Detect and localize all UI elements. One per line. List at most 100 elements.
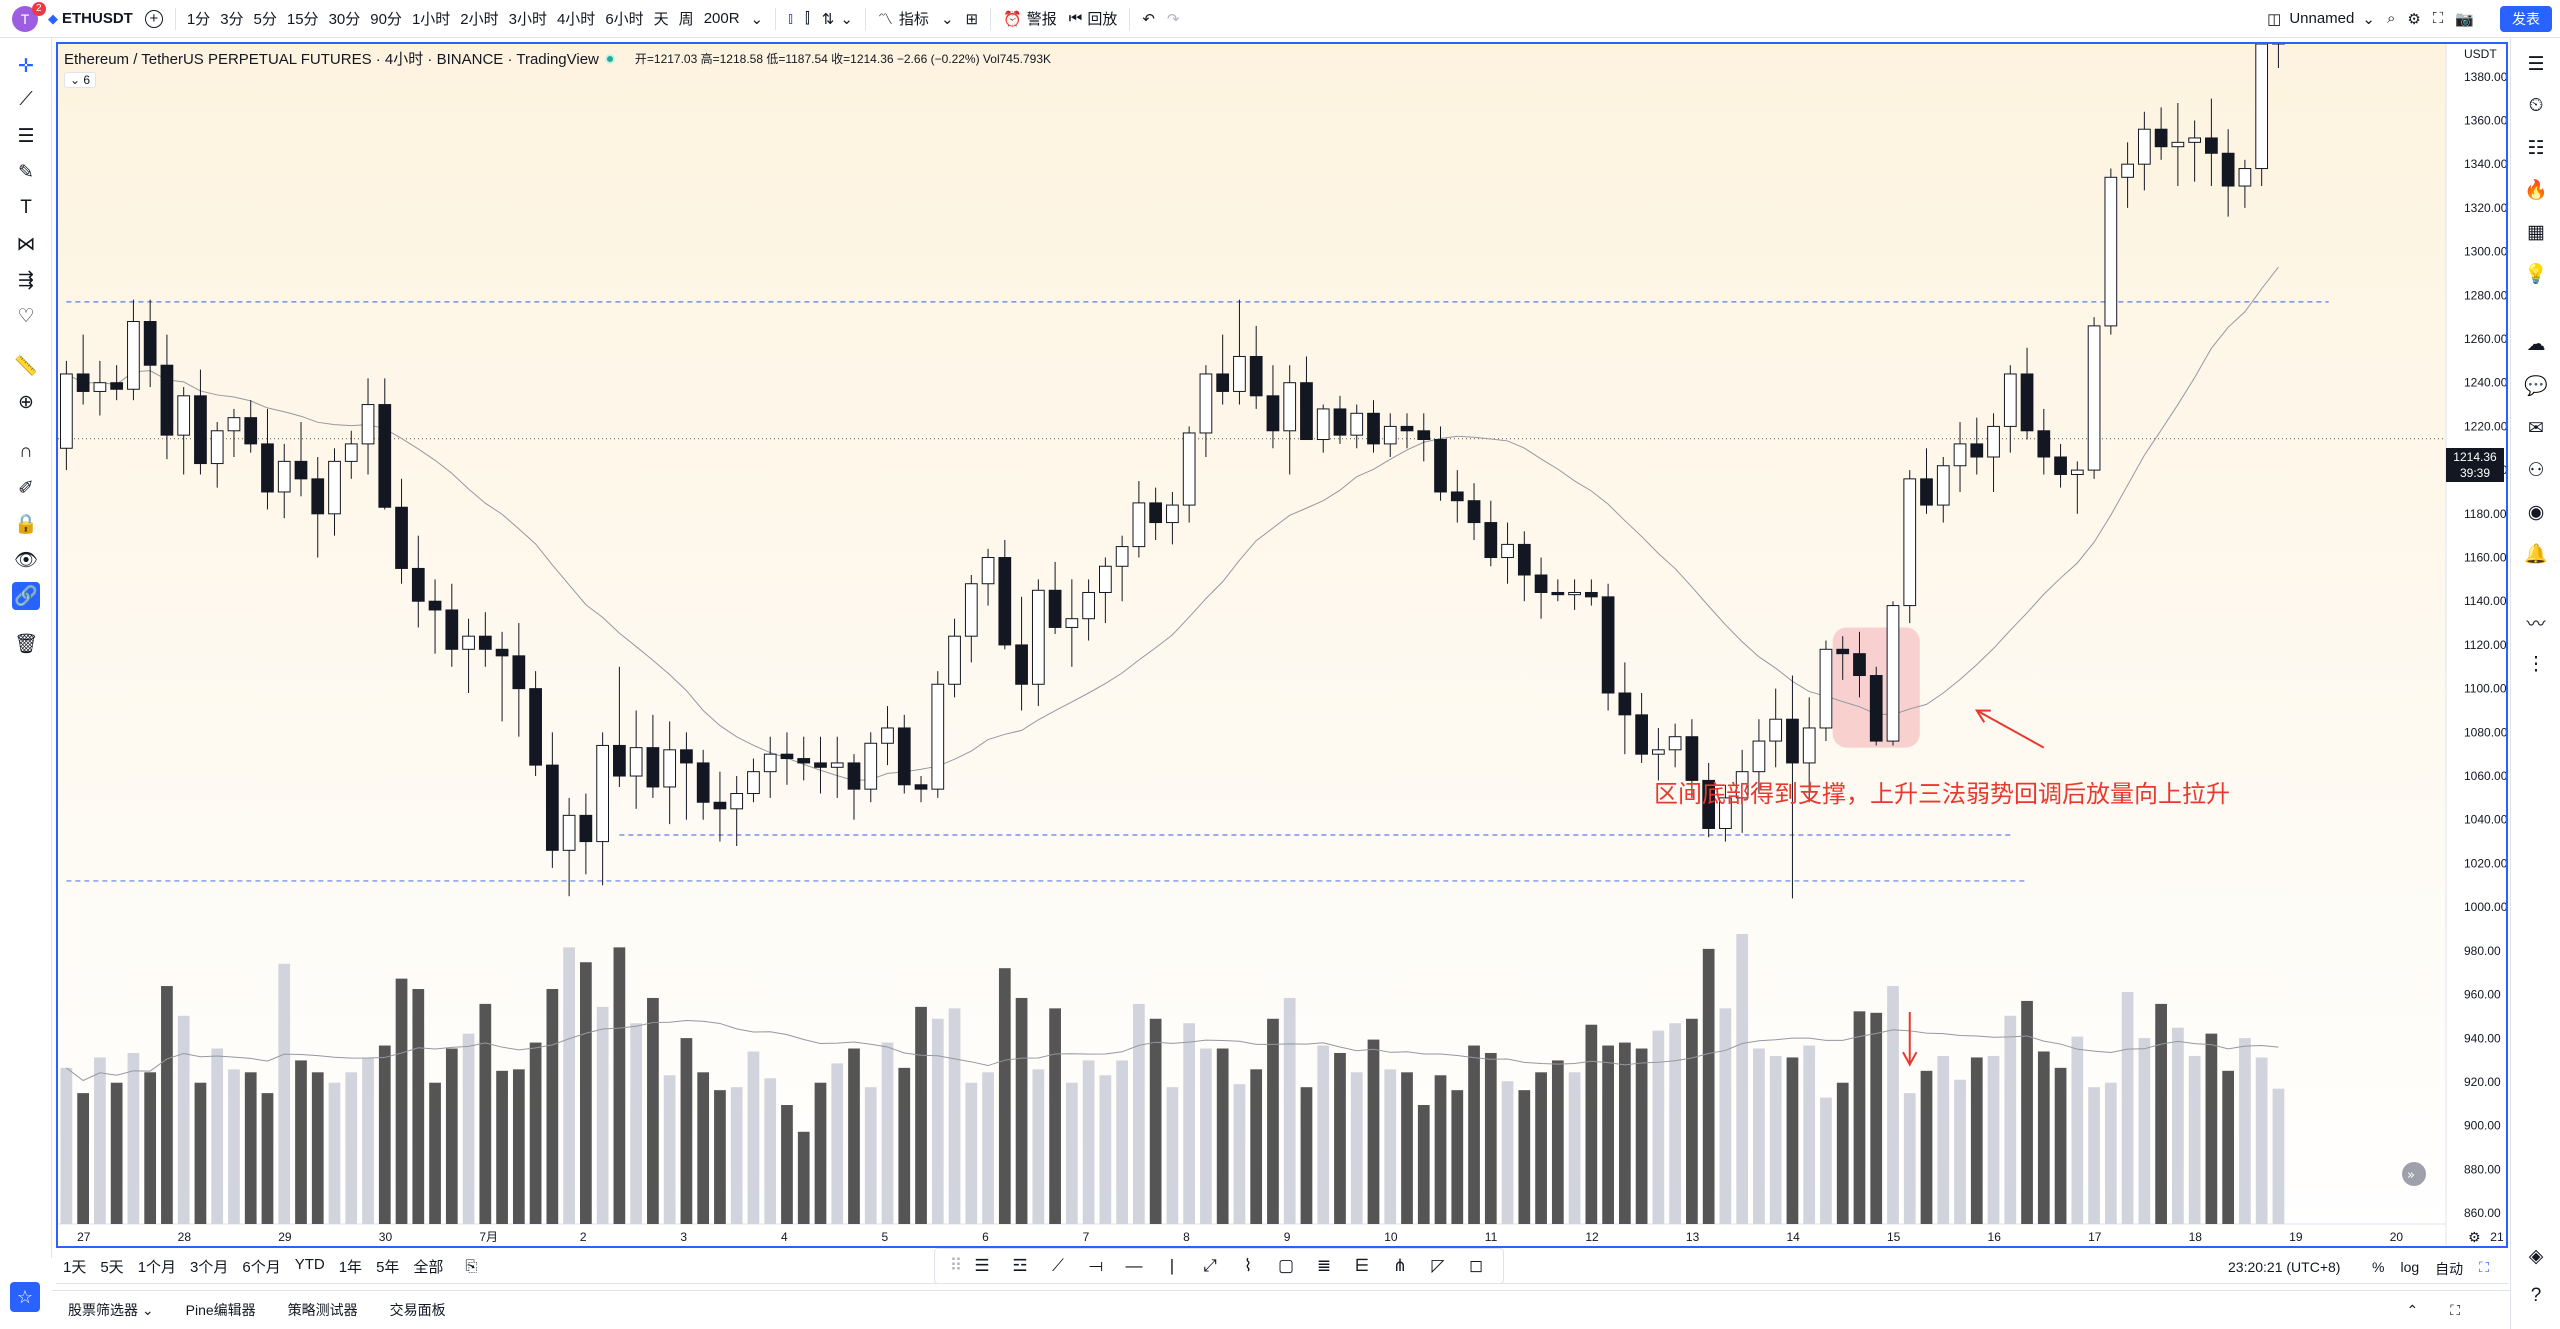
candle-type-button[interactable]: ⫾ <box>782 0 799 38</box>
avatar[interactable]: T 2 <box>0 0 46 38</box>
favorite-star-button[interactable]: ☆ <box>10 1282 40 1312</box>
heart-icon[interactable]: ♡ <box>17 305 35 327</box>
parallel-channel-icon[interactable]: ☰ <box>974 1256 990 1275</box>
fib-fan-icon[interactable]: ⋿ <box>1354 1256 1370 1275</box>
lock-icon[interactable]: 🔒 <box>14 514 38 535</box>
regression-icon[interactable]: ☲ <box>1012 1256 1028 1275</box>
fib-icon[interactable]: ☰ <box>17 125 35 147</box>
vertical-line-icon[interactable]: | <box>1169 1256 1175 1275</box>
layout-button[interactable]: ◫ Unnamed ⌄ <box>2261 0 2381 38</box>
trend-line-icon[interactable]: ⟋ <box>19 89 33 110</box>
timeframe-8[interactable]: 3小时 <box>508 11 547 28</box>
crosshair-icon[interactable]: ✛ <box>18 55 34 77</box>
range-2[interactable]: 1个月 <box>137 1259 177 1276</box>
panel-tab-screener[interactable]: 股票筛选器 ⌄ <box>68 1302 154 1318</box>
timeframe-2[interactable]: 5分 <box>253 11 277 28</box>
chart-canvas[interactable]: USDT 1380.00 1360.00 1340.00 1320.00 1300.00 1… <box>58 44 2508 1248</box>
forecast-icon[interactable]: ⇶ <box>18 269 34 291</box>
templates-button[interactable]: ⊞ <box>960 0 985 38</box>
chats-icon[interactable]: 💬 <box>2524 376 2548 397</box>
pulse-icon[interactable]: 〰 <box>2526 613 2546 635</box>
callout-icon[interactable]: ◸ <box>1431 1256 1445 1275</box>
timeframe-4[interactable]: 30分 <box>328 11 361 28</box>
range-4[interactable]: 6个月 <box>242 1259 281 1276</box>
trend-line-icon[interactable]: ⟋ <box>1052 1256 1064 1275</box>
timeframe-9[interactable]: 4小时 <box>556 11 596 28</box>
rectangle-icon[interactable]: ▢ <box>1277 1256 1295 1275</box>
pattern-icon[interactable]: ⋈ <box>16 233 36 255</box>
help-icon[interactable]: ? <box>2530 1285 2542 1306</box>
panel-tab-trading-panel[interactable]: 交易面板 <box>389 1302 446 1318</box>
percent-scale-toggle[interactable]: % <box>2372 1259 2385 1275</box>
range-6[interactable]: 1年 <box>338 1259 363 1276</box>
timeframe-11[interactable]: 天 <box>653 11 669 28</box>
calendar-icon[interactable]: ▦ <box>2527 221 2545 243</box>
help-bulb-icon[interactable]: ⚇ <box>2527 459 2545 481</box>
layers-icon[interactable]: ◈ <box>2528 1245 2544 1267</box>
settings-button[interactable]: ⚙ <box>2401 0 2426 38</box>
timeframe-1[interactable]: 3分 <box>220 11 244 28</box>
range-7[interactable]: 5年 <box>376 1259 400 1276</box>
timeframe-0[interactable]: 1分 <box>186 11 211 28</box>
timeframe-dropdown[interactable]: ⌄ <box>745 0 770 38</box>
panel-tab-strategy-tester[interactable]: 策略测试器 <box>287 1302 358 1318</box>
horizontal-ray-icon[interactable]: ⟞ <box>1088 1256 1104 1275</box>
magnet-icon[interactable]: ∩ <box>19 441 33 462</box>
publish-button[interactable]: 发表 <box>2500 6 2552 32</box>
range-3[interactable]: 3个月 <box>190 1259 229 1276</box>
comment-icon[interactable]: ◻ <box>1468 1256 1484 1275</box>
notifications-icon[interactable]: 🔔 <box>2524 544 2548 565</box>
trash-icon[interactable]: 🗑 <box>13 634 39 655</box>
timeframe-10[interactable]: 6小时 <box>605 11 644 28</box>
pitchfork-icon[interactable]: ⋔ <box>1392 1256 1408 1275</box>
hotlists-icon[interactable]: 🔥 <box>2524 180 2548 201</box>
quick-search-button[interactable]: ⌕ <box>2381 0 2401 38</box>
alerts-clock-icon[interactable]: ⏲ <box>2528 95 2544 116</box>
chart-pane[interactable]: USDT 1380.00 1360.00 1340.00 1320.00 1300.00 1… <box>56 42 2508 1248</box>
undo-button[interactable]: ↶ <box>1136 0 1161 38</box>
exchange-clock[interactable]: 23:20:21 (UTC+8) <box>2228 1259 2341 1275</box>
goto-date-button[interactable]: ⎘ <box>458 1258 484 1275</box>
panel-tab-pine-editor[interactable]: Pine编辑器 <box>185 1302 256 1318</box>
fullscreen-button[interactable]: ⛶ <box>2427 0 2450 38</box>
fit-screen-icon[interactable]: ⛶ <box>2479 1259 2489 1275</box>
chart-annotation-text[interactable]: 区间底部得到支撑，上升三法弱势回调后放量向上拉升 <box>1654 781 2230 808</box>
broadcast-icon[interactable]: ◉ <box>2527 501 2545 523</box>
text-icon[interactable]: T <box>20 197 32 218</box>
lock-drawings-icon[interactable]: ✐ <box>18 477 34 499</box>
dom-icon[interactable]: ⋮ <box>2526 653 2546 675</box>
ideas-icon[interactable]: 💡 <box>2524 264 2548 285</box>
timeframe-6[interactable]: 1小时 <box>411 11 451 28</box>
horizontal-line-icon[interactable]: — <box>1125 1256 1143 1275</box>
legend-collapse-button[interactable]: ⌄ 6 <box>64 72 97 88</box>
timeframe-13[interactable]: 200R <box>703 10 740 27</box>
symbol-search[interactable]: ◆ ETHUSDT <box>42 0 139 38</box>
replay-button[interactable]: ⏮ 回放 <box>1063 0 1124 38</box>
watchlist-icon[interactable]: ☰ <box>2527 53 2545 75</box>
collapse-panel-button[interactable]: ⌃ <box>2390 1302 2434 1319</box>
link-icon[interactable]: 🔗 <box>12 582 40 610</box>
ray-icon[interactable]: ⤢ <box>1203 1256 1217 1275</box>
range-0[interactable]: 1天 <box>63 1259 87 1276</box>
drag-handle-icon[interactable]: ⠿ <box>949 1256 963 1275</box>
range-8[interactable]: 全部 <box>413 1259 444 1276</box>
snapshot-button[interactable]: 📷 <box>2449 0 2480 38</box>
alert-button[interactable]: ⏰ 警报 <box>997 0 1063 38</box>
eye-icon[interactable]: 👁 <box>13 550 39 571</box>
bar-type-button[interactable]: ⫿ <box>799 0 816 38</box>
path-icon[interactable]: ⌇ <box>1243 1256 1253 1275</box>
range-5[interactable]: YTD <box>294 1256 325 1273</box>
fib-retracement-icon[interactable]: ≣ <box>1316 1256 1332 1275</box>
add-symbol-button[interactable]: + <box>139 0 169 38</box>
streams-icon[interactable]: ☁ <box>2526 333 2546 355</box>
timeframe-12[interactable]: 周 <box>678 11 694 28</box>
data-window-icon[interactable]: ☷ <box>2527 137 2545 159</box>
indicators-button[interactable]: 〽指标 ⌄ <box>872 0 960 38</box>
timeframe-3[interactable]: 15分 <box>286 11 319 28</box>
brush-icon[interactable]: ✎ <box>18 161 34 183</box>
timeframe-5[interactable]: 90分 <box>370 11 402 28</box>
log-scale-toggle[interactable]: log <box>2400 1259 2420 1275</box>
zoom-in-icon[interactable]: ⊕ <box>18 391 34 413</box>
range-1[interactable]: 5天 <box>100 1259 124 1276</box>
auto-scale-toggle[interactable]: 自动 <box>2435 1261 2464 1277</box>
